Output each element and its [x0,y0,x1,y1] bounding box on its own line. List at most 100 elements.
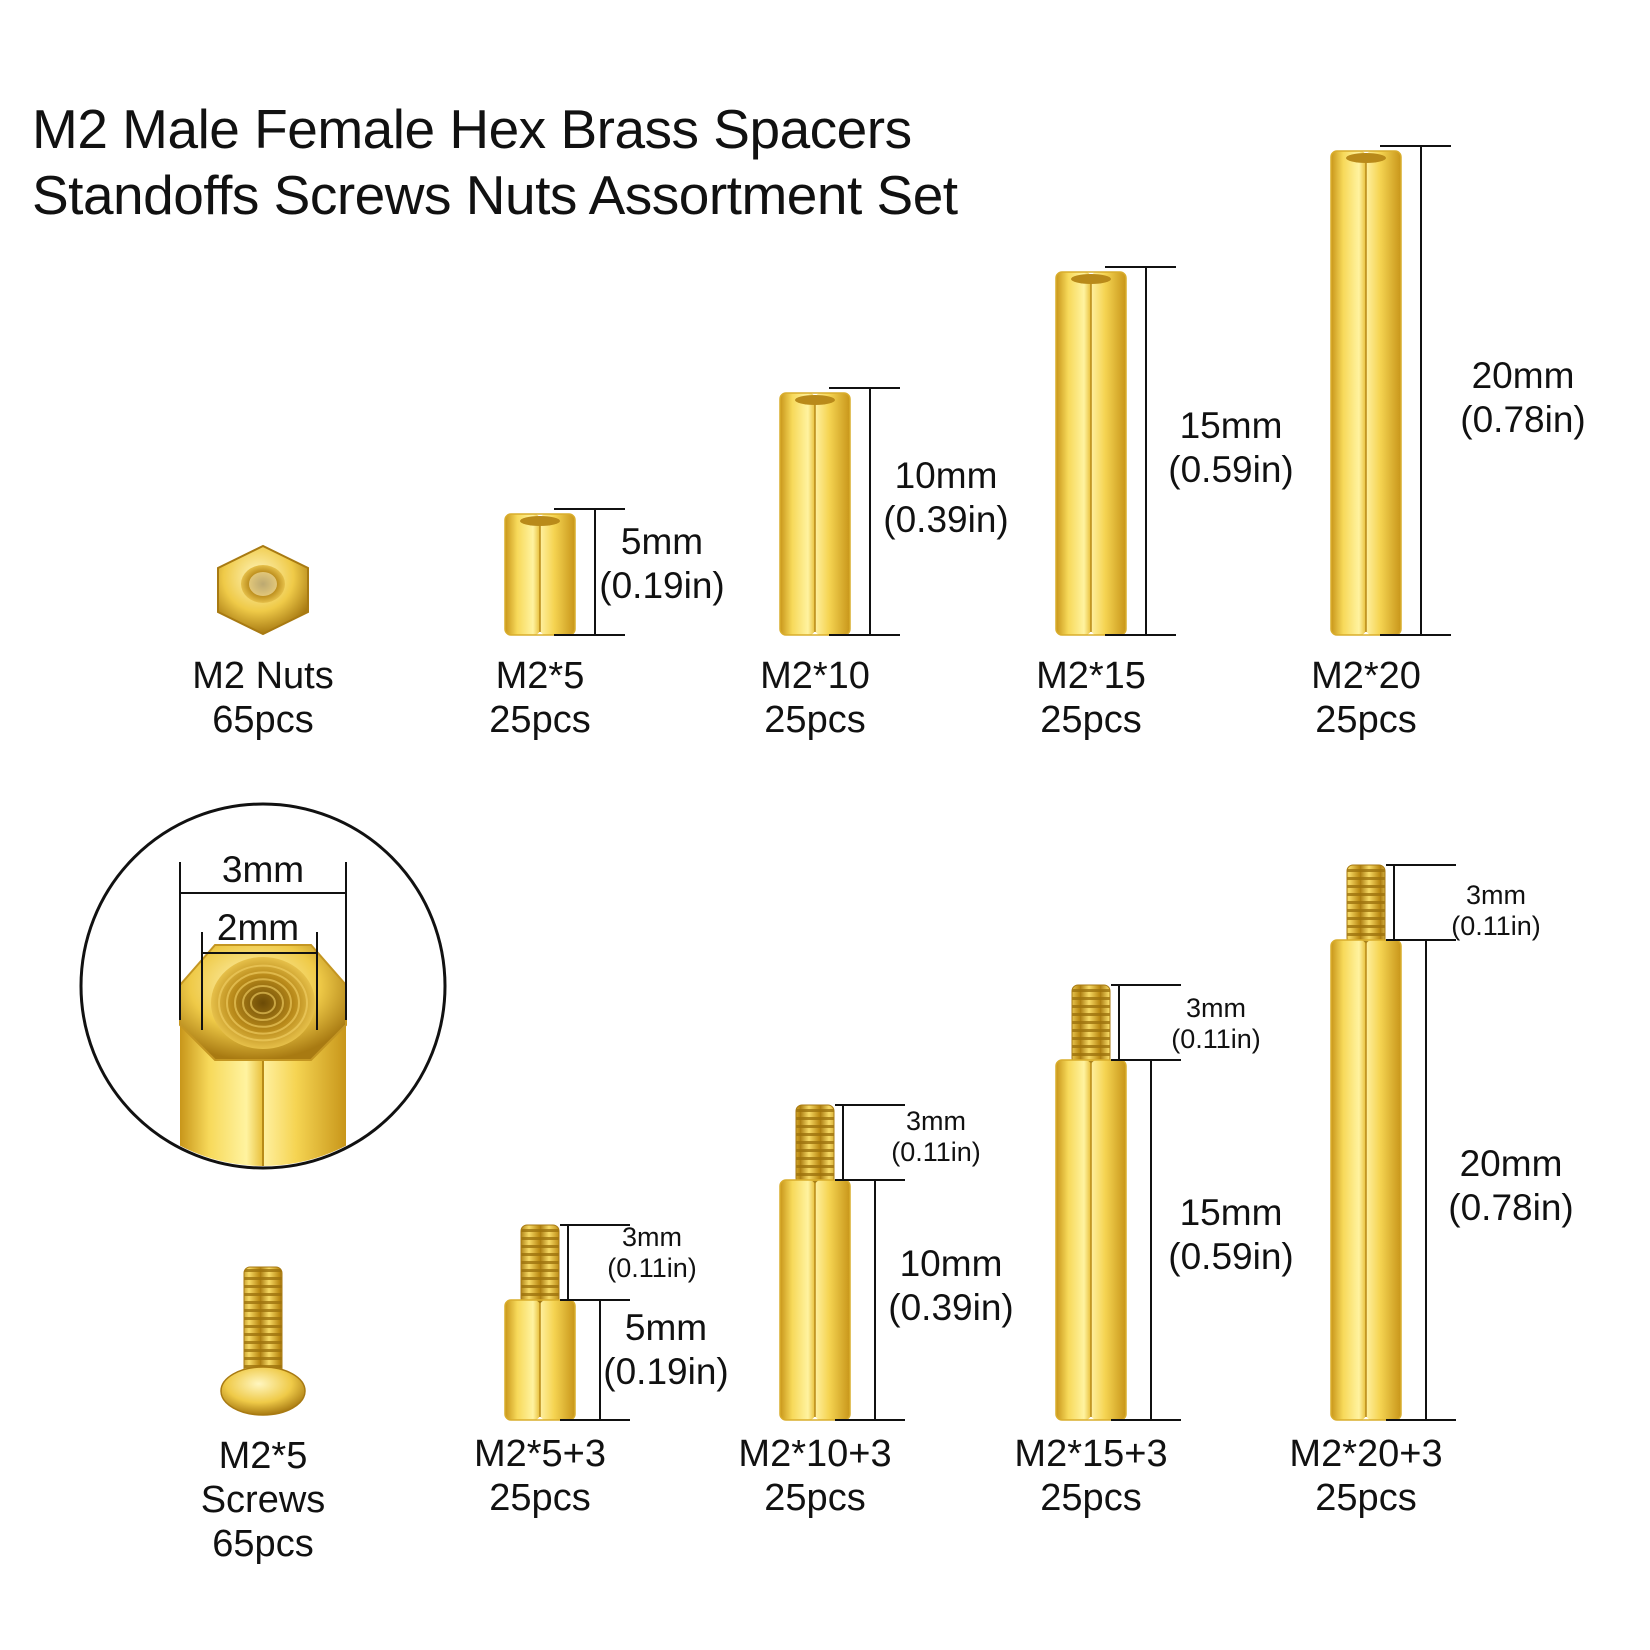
thread-in: (0.11in) [1451,911,1541,941]
hex-outline [504,513,576,636]
dim-mm: 5mm [624,1307,708,1348]
hex-face-right [1366,151,1401,635]
detail-hole [211,957,315,1049]
dim-mm: 20mm [1459,1143,1563,1184]
thread-mm: 3mm [1185,993,1246,1023]
screw-icon [220,1266,306,1416]
thread-hole [1346,153,1386,163]
thread-in: (0.11in) [891,1137,981,1167]
top-standoff-3-dimension: 15mm (0.59in) [1168,404,1293,492]
thread-in: (0.11in) [607,1253,697,1283]
standoff-qty: 25pcs [1040,699,1142,741]
dim-in: (0.39in) [883,499,1009,540]
bottom-standoff-4-dimension: 20mm (0.78in) [1448,1142,1573,1230]
bottom-standoff-3-thread-dimension: 3mm (0.11in) [1171,993,1261,1055]
hex-face-left [780,1180,815,1420]
standoff-qty: 25pcs [1315,1477,1417,1519]
dim-mm: 10mm [899,1243,1003,1284]
dim-in: (0.78in) [1460,399,1586,440]
standoff-name: M2*10 [760,655,870,697]
screw-head [220,1366,306,1416]
bottom-standoff-3-dimension: 15mm (0.59in) [1168,1191,1293,1279]
screw-shank [243,1266,283,1383]
top-standoff-4-dimension: 20mm (0.78in) [1460,354,1585,442]
hex-outline [504,1299,576,1421]
thread-mm: 3mm [621,1222,682,1252]
hex-face-left [505,1300,540,1420]
hex-face-right [1366,940,1401,1420]
hex-outline [1330,150,1402,636]
screw-label: M2*5 Screws 65pcs [201,1434,326,1566]
dim-mm: 5mm [620,521,704,562]
thread-hole [795,395,835,405]
top-standoff-4-label: M2*20 25pcs [1311,654,1421,742]
standoff-qty: 25pcs [764,699,866,741]
bottom-standoff-3 [1055,984,1181,1421]
hex-face-right [815,1180,850,1420]
detail-thread-ring [242,985,284,1021]
standoff-qty: 25pcs [764,1477,866,1519]
dim-in: (0.59in) [1168,1236,1294,1277]
thread-stud [796,1105,834,1184]
screw-name-2: Screws [200,1479,326,1521]
standoff-qty: 25pcs [1315,699,1417,741]
hex-face-left [1331,940,1366,1420]
standoff-name: M2*5 [495,655,585,697]
detail-thread-ring [218,964,308,1042]
dim-in: (0.19in) [599,565,725,606]
dim-in: (0.78in) [1448,1187,1574,1228]
hex-face-right [815,393,850,635]
detail-thread-ring [234,978,292,1028]
hex-face-right [540,1300,575,1420]
hex-outline [779,392,851,636]
bottom-standoff-4-label: M2*20+3 25pcs [1289,1432,1442,1520]
bottom-standoff-2-dimension: 10mm (0.39in) [888,1242,1013,1330]
standoff-name: M2*15+3 [1014,1433,1168,1475]
top-standoff-1-dimension: 5mm (0.19in) [599,520,724,608]
thread-stud [1072,985,1110,1064]
hex-face-left [780,393,815,635]
hex-face-left [1331,151,1366,635]
detail-thread-ring [226,971,300,1035]
detail-thread-ring [250,991,276,1015]
dim-mm: 15mm [1179,1192,1283,1233]
dim-in: (0.19in) [603,1351,729,1392]
standoff-name: M2*15 [1036,655,1146,697]
standoff-name: M2*10+3 [738,1433,892,1475]
bottom-standoff-2-thread-dimension: 3mm (0.11in) [891,1106,981,1168]
hex-face-right [1091,272,1126,635]
standoff-qty: 25pcs [489,1477,591,1519]
top-standoff-2 [779,387,900,636]
top-standoff-1-label: M2*5 25pcs [489,654,590,742]
nut-hole-highlight [249,572,277,596]
dim-mm: 10mm [894,455,998,496]
thread-stud [521,1225,559,1304]
bottom-standoff-2-label: M2*10+3 25pcs [738,1432,891,1520]
detail-standoff [179,944,347,1166]
screw-name: M2*5 [218,1435,308,1477]
bottom-standoff-4-thread-dimension: 3mm (0.11in) [1451,880,1541,942]
hex-face-left [1056,272,1091,635]
dim-mm: 15mm [1179,405,1283,446]
top-standoff-4 [1330,145,1451,636]
hex-nut-icon [217,544,309,636]
standoff-name: M2*20+3 [1289,1433,1443,1475]
nut-qty: 65pcs [212,699,314,741]
bottom-standoff-3-label: M2*15+3 25pcs [1014,1432,1167,1520]
thread-in: (0.11in) [1171,1024,1261,1054]
dim-in: (0.59in) [1168,449,1294,490]
standoff-name: M2*5+3 [473,1433,607,1475]
standoff-name: M2*20 [1311,655,1421,697]
bottom-standoff-1-dimension: 5mm (0.19in) [603,1306,728,1394]
title-line-2: Standoffs Screws Nuts Assortment Set [32,164,958,226]
bottom-standoff-4 [1330,864,1456,1421]
hex-outline [779,1179,851,1421]
standoff-qty: 25pcs [489,699,591,741]
detail-inner-dimension: 2mm [216,907,300,948]
thread-mm: 3mm [905,1106,966,1136]
top-standoff-3 [1055,266,1176,636]
detail-outer-dimension: 3mm [221,849,305,890]
title-line-1: M2 Male Female Hex Brass Spacers [32,98,912,160]
top-standoff-1 [504,508,625,636]
